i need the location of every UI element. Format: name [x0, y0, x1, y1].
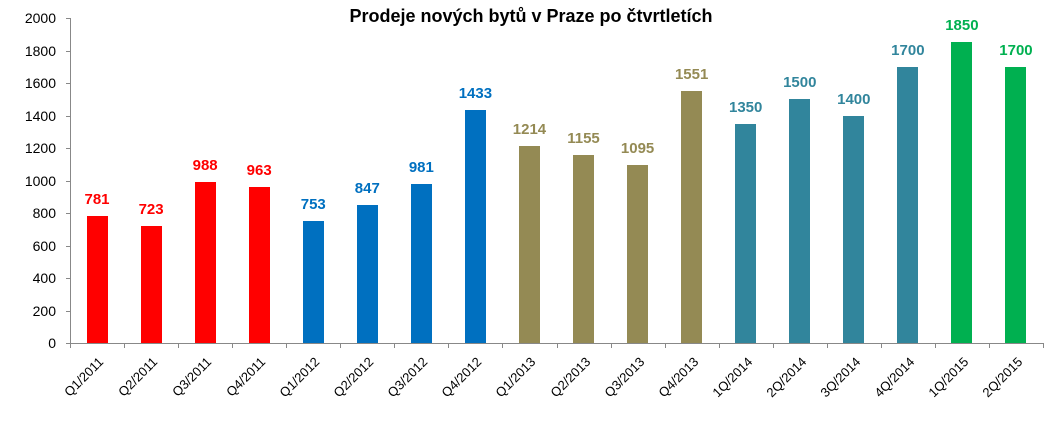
bar — [735, 123, 757, 343]
data-label: 988 — [192, 157, 218, 175]
data-label: 1095 — [620, 140, 655, 158]
bar — [573, 155, 595, 343]
x-tick-mark — [394, 343, 396, 348]
data-label: 1350 — [729, 98, 763, 116]
x-tick-mark — [286, 343, 288, 348]
bar — [410, 183, 432, 343]
y-tick-mark — [66, 115, 70, 117]
bar — [681, 90, 703, 343]
data-label: 1214 — [512, 120, 547, 138]
bar — [518, 145, 540, 343]
data-label: 963 — [246, 161, 272, 179]
y-tick-mark — [66, 310, 70, 312]
bar — [140, 225, 162, 343]
bar — [356, 205, 378, 343]
y-tick-label: 200 — [32, 302, 56, 319]
y-tick-mark — [66, 18, 70, 19]
x-tick-mark — [556, 343, 558, 348]
y-tick-label: 400 — [32, 270, 56, 286]
data-label: 1700 — [891, 41, 925, 59]
x-tick-mark — [880, 343, 882, 348]
x-tick-mark — [178, 343, 180, 348]
bar — [86, 216, 108, 343]
y-tick-mark — [66, 50, 70, 52]
data-label: 847 — [354, 180, 380, 198]
x-tick-mark — [610, 343, 612, 348]
data-label: 1551 — [674, 65, 709, 83]
data-label: 1500 — [783, 74, 817, 92]
x-tick-mark — [934, 343, 936, 348]
x-tick-mark — [1043, 343, 1044, 348]
y-tick-mark — [66, 245, 70, 247]
data-label: 1155 — [567, 130, 600, 148]
y-tick-label: 800 — [32, 205, 56, 221]
data-label: 781 — [84, 191, 110, 209]
y-tick-mark — [66, 83, 70, 84]
chart-title: Prodeje nových bytů v Praze po čtvrtletí… — [349, 6, 713, 26]
data-label: 981 — [408, 158, 434, 176]
data-label: 1700 — [999, 41, 1033, 59]
bar — [248, 186, 270, 343]
y-tick-label: 0 — [48, 335, 56, 351]
x-tick-mark — [772, 343, 774, 348]
y-tick-label: 600 — [32, 237, 56, 254]
x-tick-mark — [988, 343, 990, 348]
x-tick-mark — [718, 343, 720, 348]
y-tick-label: 1800 — [24, 42, 56, 59]
y-tick-mark — [66, 148, 70, 149]
y-tick-mark — [66, 278, 70, 279]
x-tick-mark — [124, 343, 126, 348]
bar — [789, 99, 811, 343]
y-tick-mark — [66, 180, 70, 182]
data-label: 723 — [138, 200, 164, 218]
x-tick-mark — [826, 343, 828, 348]
data-label: 753 — [300, 195, 326, 213]
y-tick-label: 1200 — [24, 140, 56, 156]
x-tick-mark — [448, 343, 450, 348]
bar — [464, 110, 486, 343]
y-tick-label: 1600 — [24, 75, 56, 91]
bar — [951, 42, 973, 343]
bar — [194, 182, 216, 343]
bar — [897, 66, 919, 343]
data-label: 1400 — [837, 90, 871, 108]
data-label: 1850 — [945, 17, 979, 35]
y-tick-label: 1000 — [24, 172, 56, 189]
x-tick-mark — [502, 343, 504, 348]
x-tick-mark — [232, 343, 234, 348]
x-tick-mark — [664, 343, 666, 348]
bar — [302, 220, 324, 343]
bar — [1005, 66, 1027, 343]
bar — [627, 165, 649, 343]
bar — [843, 115, 865, 343]
y-tick-label: 1400 — [24, 107, 56, 124]
data-label: 1433 — [458, 85, 493, 103]
y-axis — [70, 18, 71, 344]
y-tick-label: 2000 — [24, 10, 56, 26]
x-tick-mark — [340, 343, 342, 348]
y-tick-mark — [66, 343, 70, 344]
x-tick-mark — [70, 343, 71, 348]
y-tick-mark — [66, 213, 70, 214]
